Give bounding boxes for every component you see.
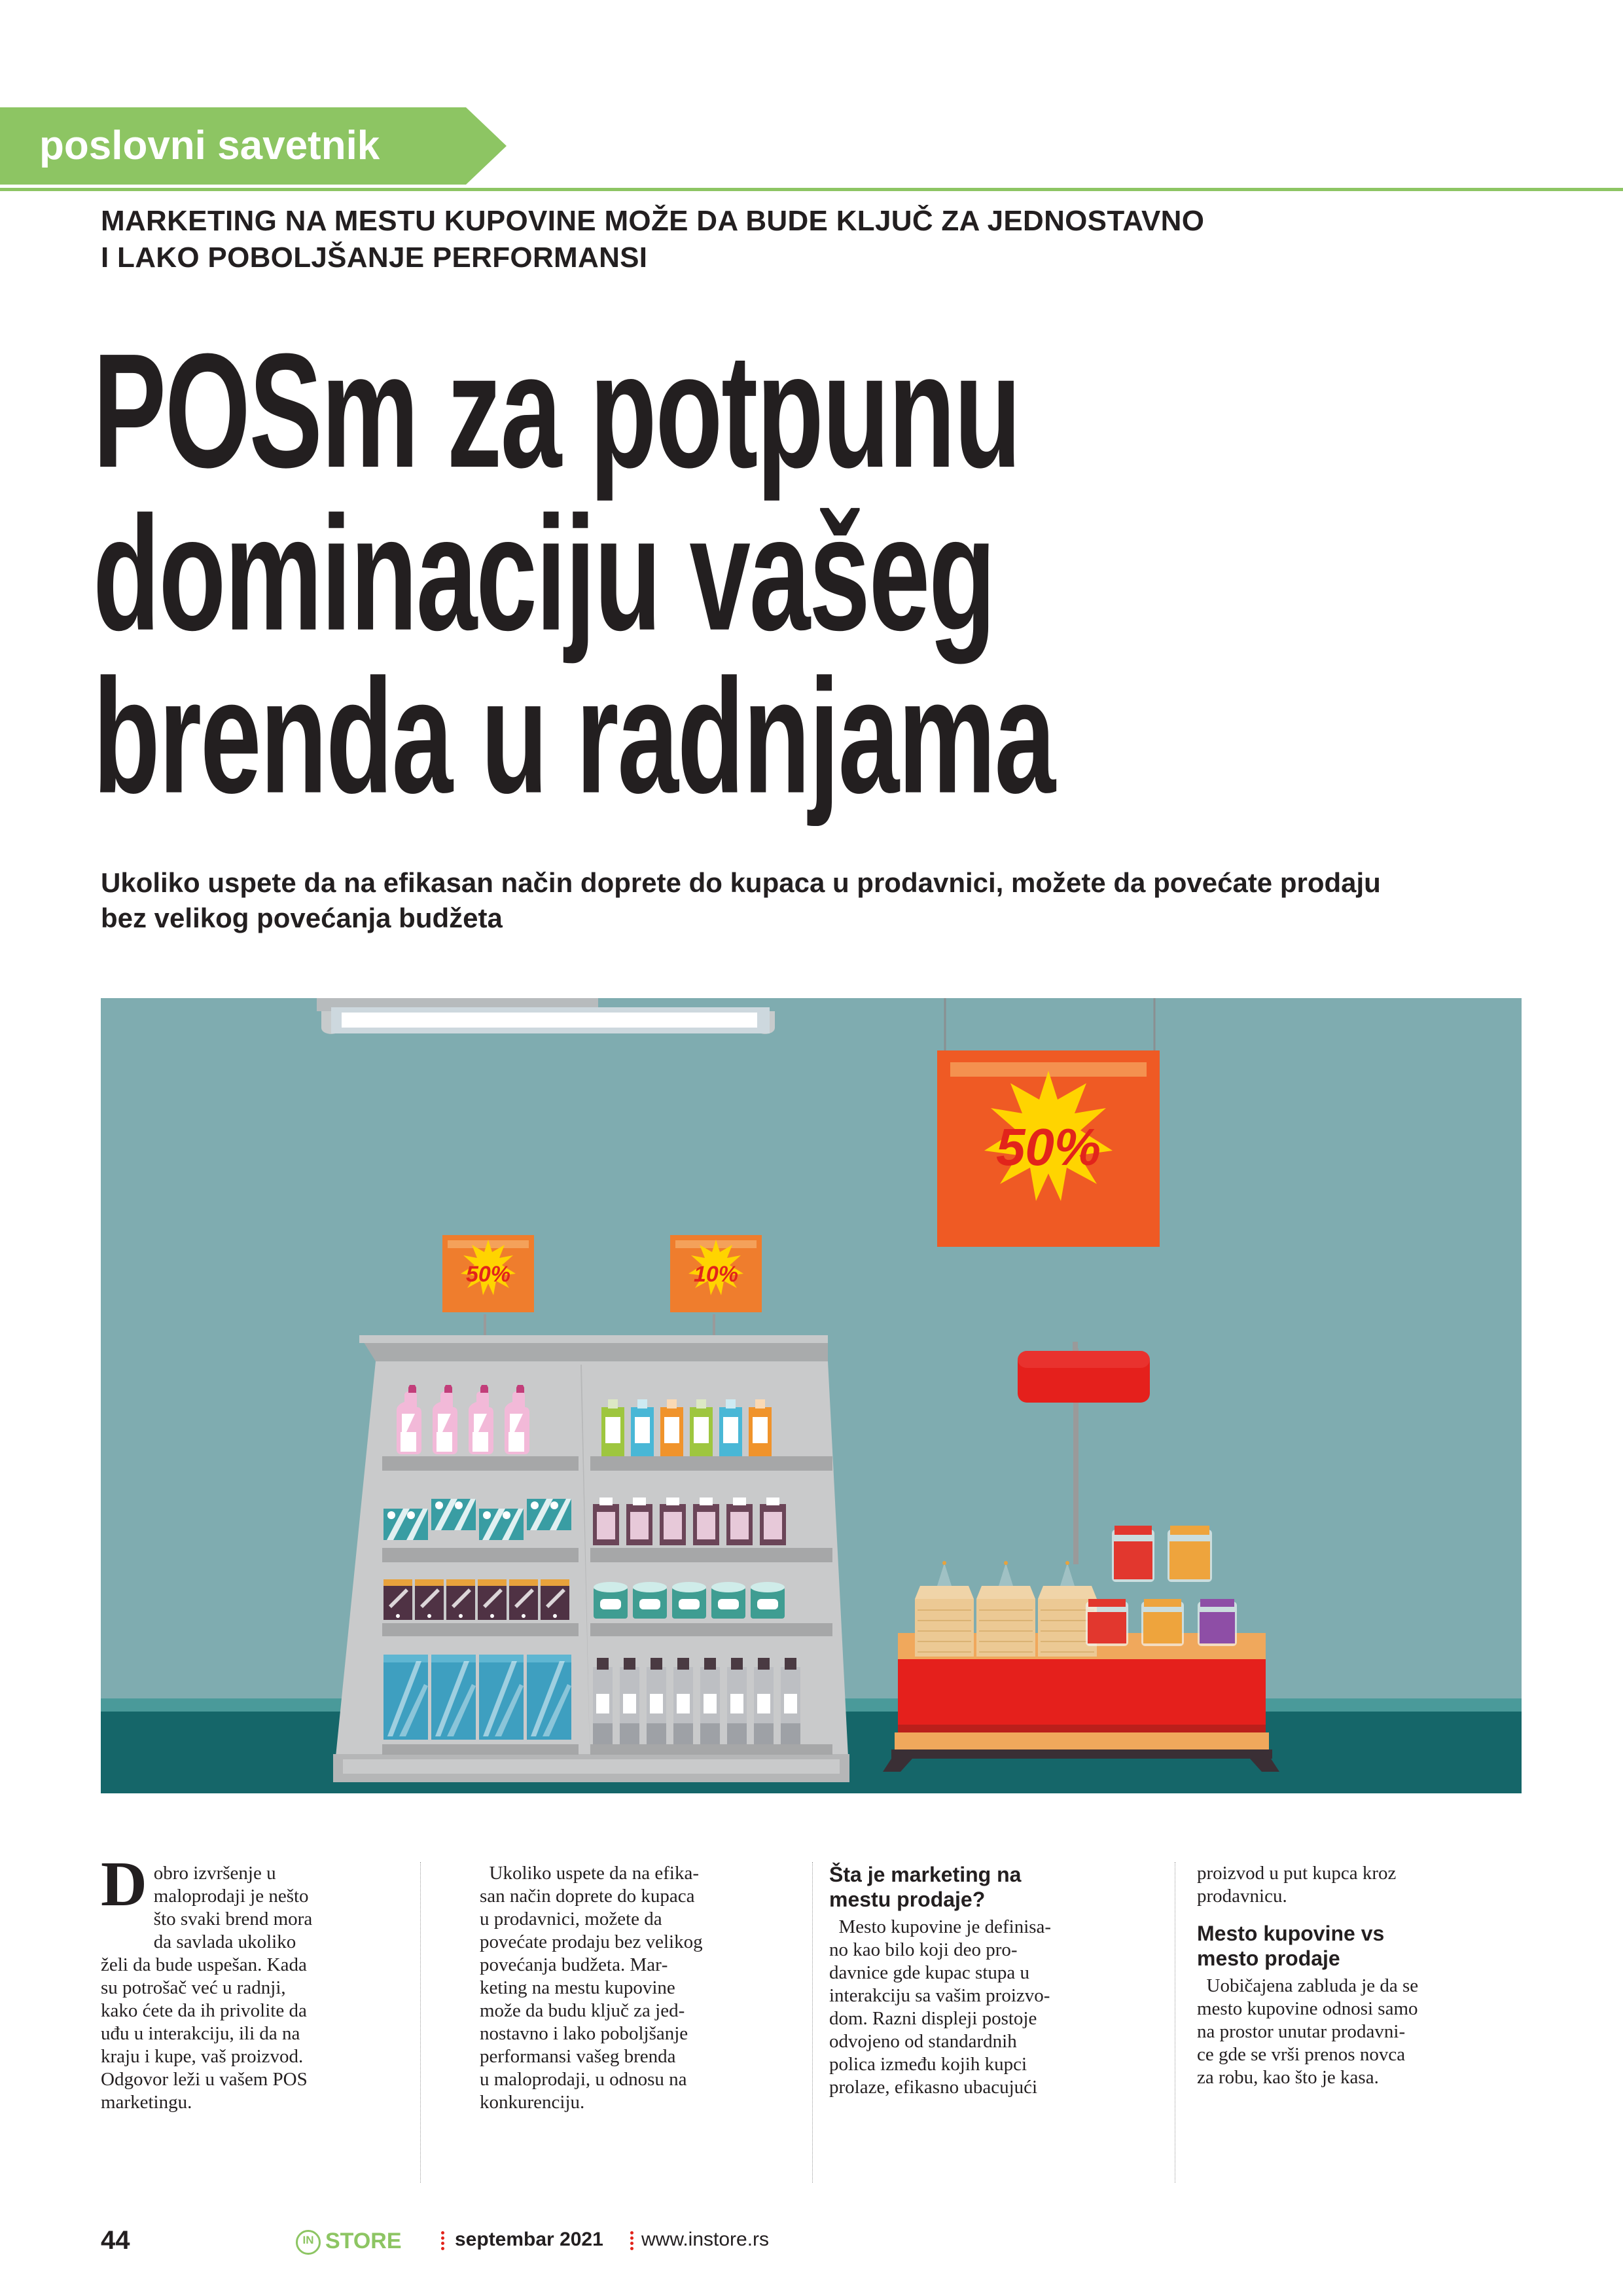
svg-text:50%: 50%	[466, 1262, 510, 1287]
svg-text:50%: 50%	[996, 1118, 1101, 1176]
svg-text:10%: 10%	[694, 1262, 738, 1287]
